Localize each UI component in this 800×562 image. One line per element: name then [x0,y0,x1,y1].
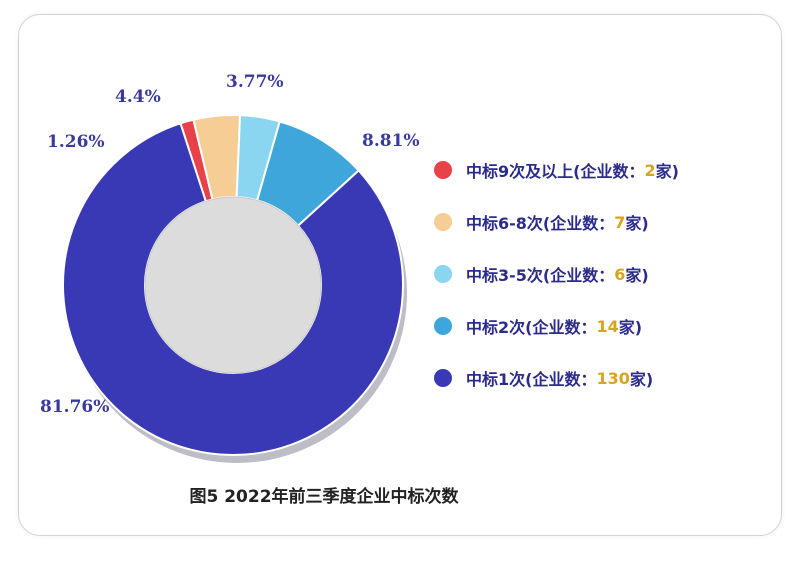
legend-count-prefix: (企业数： [542,214,615,233]
slice-percent-label: 4.4% [115,87,161,107]
chart-title: 图5 2022年前三季度企业中标次数 [189,487,459,507]
legend-swatch [434,317,452,335]
legend-count: 130 [596,368,630,388]
legend-label: 中标9次及以上 [466,162,574,181]
slice-percent-label: 1.26% [47,132,105,152]
legend-count-prefix: (企业数： [573,162,645,181]
legend: 中标9次及以上 (企业数： 2 家) 中标6-8次 (企业数： 7 家) 中标3-5次 (企业… [434,158,774,418]
legend-count-suffix: 家) [618,318,643,337]
legend-label: 中标3-5次 [466,266,543,285]
legend-label: 中标2次 [466,318,526,337]
legend-count-suffix: 家) [629,370,654,389]
legend-item: 中标6-8次 (企业数： 7 家) [434,210,774,234]
legend-count-prefix: (企业数： [525,370,597,389]
legend-swatch [434,213,452,231]
legend-count: 6 [614,264,626,284]
legend-item: 中标2次 (企业数： 14 家) [434,314,774,338]
legend-count-prefix: (企业数： [525,318,597,337]
legend-swatch [434,265,452,283]
slice-percent-label: 3.77% [226,72,284,92]
legend-count: 7 [614,212,626,232]
legend-label: 中标6-8次 [466,214,543,233]
legend-swatch [434,369,452,387]
legend-count-suffix: 家) [625,214,649,233]
legend-item: 中标9次及以上 (企业数： 2 家) [434,158,774,182]
slice-percent-label: 81.76% [40,397,109,417]
legend-count-suffix: 家) [655,162,679,181]
legend-count: 2 [644,160,656,180]
legend-item: 中标3-5次 (企业数： 6 家) [434,262,774,286]
legend-swatch [434,161,452,179]
legend-count-prefix: (企业数： [542,266,615,285]
legend-count-suffix: 家) [625,266,649,285]
legend-item: 中标1次 (企业数： 130 家) [434,366,774,390]
legend-label: 中标1次 [466,370,526,389]
legend-count: 14 [596,316,619,336]
slice-percent-label: 8.81% [362,131,420,151]
donut-hole [144,196,322,374]
